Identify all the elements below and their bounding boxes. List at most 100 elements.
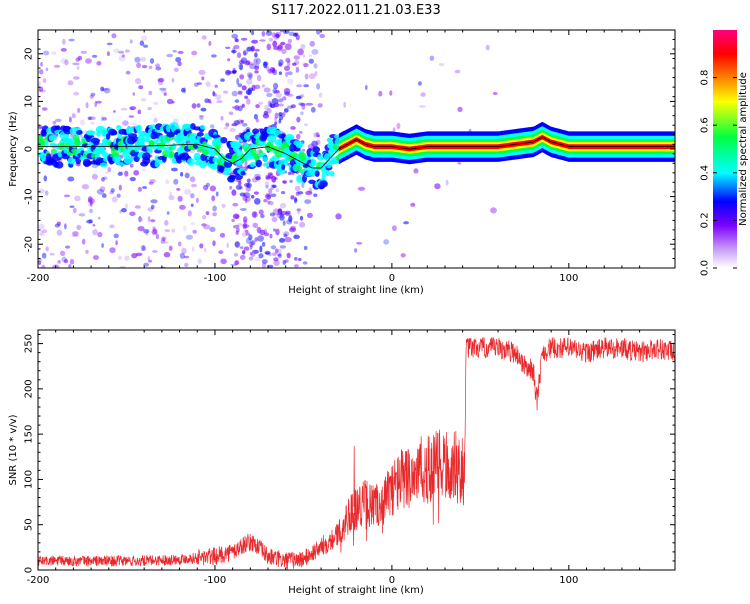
noise-speck — [243, 51, 247, 56]
noise-speck — [173, 178, 179, 185]
band-blob — [249, 162, 256, 168]
noise-speck — [279, 30, 283, 33]
noise-speck — [147, 106, 152, 111]
noise-speck — [41, 107, 48, 111]
noise-speck — [400, 253, 406, 258]
noise-speck — [76, 66, 80, 70]
noise-speck — [268, 188, 273, 195]
noise-speck — [215, 191, 219, 197]
noise-speck — [212, 90, 215, 97]
noise-speck — [85, 249, 89, 254]
noise-speck — [89, 94, 94, 99]
noise-speck — [234, 260, 240, 266]
noise-speck — [254, 52, 258, 58]
noise-speck — [44, 190, 49, 196]
noise-speck — [129, 211, 136, 217]
noise-speck — [101, 243, 104, 248]
noise-speck — [303, 84, 309, 88]
noise-speck — [273, 90, 281, 94]
noise-speck — [128, 115, 135, 118]
noise-speck — [272, 228, 277, 232]
noise-speck — [296, 208, 302, 212]
noise-speck — [277, 253, 282, 259]
noise-speck — [164, 220, 169, 226]
noise-speck — [290, 104, 296, 109]
band-blob — [105, 133, 111, 140]
noise-speck — [38, 86, 44, 92]
noise-speck — [296, 116, 301, 123]
noise-speck — [490, 207, 497, 214]
noise-speck — [120, 107, 128, 111]
noise-speck — [221, 203, 226, 209]
noise-speck — [237, 90, 243, 95]
noise-speck — [78, 213, 86, 217]
noise-speck — [60, 58, 67, 64]
noise-speck — [129, 107, 135, 110]
noise-speck — [285, 212, 290, 216]
noise-speck — [286, 252, 291, 259]
xtick-label: -200 — [27, 575, 50, 586]
noise-speck — [299, 221, 306, 228]
noise-speck — [274, 121, 278, 125]
noise-speck — [290, 126, 296, 130]
noise-speck — [299, 215, 304, 221]
noise-speck — [271, 175, 277, 183]
noise-speck — [287, 78, 294, 85]
noise-speck — [313, 193, 318, 197]
noise-speck — [141, 64, 148, 69]
band-blob — [136, 124, 142, 134]
noise-speck — [314, 71, 318, 76]
noise-speck — [274, 116, 277, 122]
noise-speck — [241, 232, 248, 237]
noise-speck — [317, 103, 323, 108]
noise-speck — [71, 234, 79, 238]
noise-speck — [181, 247, 187, 254]
noise-speck — [209, 185, 216, 192]
noise-speck — [313, 132, 318, 138]
noise-speck — [278, 103, 284, 107]
xtick-label: 0 — [389, 575, 395, 586]
noise-speck — [272, 88, 278, 94]
noise-speck — [177, 50, 184, 54]
noise-speck — [251, 252, 256, 257]
snr-plot-area — [38, 336, 675, 570]
ytick-label: 0 — [24, 567, 35, 573]
noise-speck — [251, 194, 255, 199]
noise-speck — [264, 181, 270, 186]
noise-speck — [293, 221, 299, 224]
noise-speck — [93, 255, 99, 260]
noise-speck — [102, 193, 107, 198]
noise-speck — [284, 236, 292, 243]
noise-speck — [239, 74, 245, 80]
noise-speck — [293, 55, 300, 60]
noise-speck — [255, 104, 260, 109]
noise-speck — [69, 259, 75, 265]
xtick-label: -100 — [204, 273, 227, 284]
noise-speck — [166, 211, 170, 215]
noise-speck — [273, 257, 279, 262]
noise-speck — [237, 105, 243, 112]
noise-speck — [205, 81, 211, 87]
noise-speck — [77, 107, 81, 113]
noise-speck — [264, 250, 271, 255]
noise-speck — [41, 229, 48, 234]
noise-speck — [304, 73, 309, 80]
noise-speck — [247, 91, 251, 95]
noise-speck — [72, 76, 80, 80]
noise-speck — [274, 112, 279, 119]
noise-speck — [278, 62, 283, 67]
noise-speck — [293, 264, 299, 268]
noise-speck — [269, 212, 276, 217]
band-blob — [240, 170, 246, 176]
noise-speck — [246, 78, 253, 85]
noise-speck — [67, 176, 75, 182]
noise-speck — [234, 105, 240, 111]
snr-xlabel: Height of straight line (km) — [288, 585, 424, 596]
noise-speck — [259, 245, 263, 253]
noise-speck — [161, 237, 166, 242]
noise-speck — [151, 229, 158, 235]
noise-speck — [300, 111, 304, 116]
noise-speck — [138, 85, 144, 90]
noise-speck — [62, 38, 66, 45]
noise-speck — [299, 130, 303, 134]
